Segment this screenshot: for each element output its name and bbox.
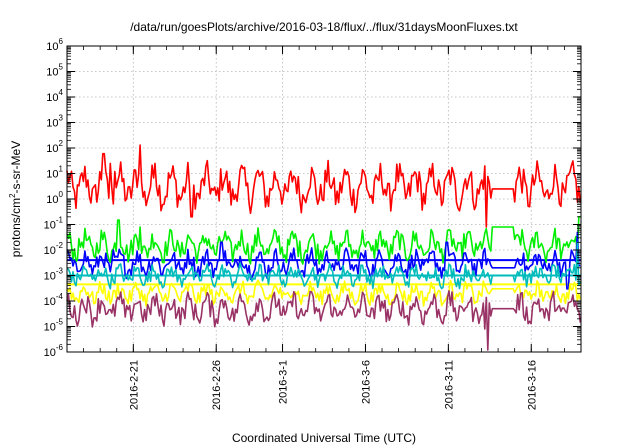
y-tick-label: 104 xyxy=(46,88,63,104)
y-tick-label: 100 xyxy=(46,190,63,206)
y-tick-label: 10-6 xyxy=(44,343,64,359)
y-tick-label: 106 xyxy=(46,37,63,53)
x-tick-label: 2016-3-6 xyxy=(360,360,372,404)
x-tick-label: 2016-3-11 xyxy=(443,360,455,409)
y-tick-label: 10-1 xyxy=(44,216,64,232)
y-axis-label: protons/cm2-s-sr-MeV xyxy=(8,141,23,257)
x-tick-label: 2016-2-26 xyxy=(211,360,223,410)
series-line xyxy=(66,231,581,290)
y-tick-label: 102 xyxy=(46,139,63,155)
series-line xyxy=(66,216,581,265)
series-line xyxy=(66,241,582,290)
y-tick-label: 105 xyxy=(46,63,63,79)
series-line xyxy=(66,279,582,307)
series-line xyxy=(66,144,582,228)
x-tick-label: 2016-2-21 xyxy=(128,360,140,410)
y-tick-label: 10-3 xyxy=(44,267,64,283)
y-tick-label: 10-4 xyxy=(44,292,64,308)
x-tick-label: 2016-3-16 xyxy=(526,360,538,410)
y-axis: 10-6 10-5 10-4 10-3 10-2 10-1 100 101 102 103 104 1… xyxy=(44,37,581,359)
y-tick-label: 10-5 xyxy=(44,318,64,334)
x-axis-label: Coordinated Universal Time (UTC) xyxy=(232,431,416,445)
chart-title: /data/run/goesPlots/archive/2016-03-18/f… xyxy=(130,20,518,34)
x-axis: 2016-2-21 2016-2-26 2016-3-1 2016-3-6 2016-3… xyxy=(66,46,582,410)
y-tick-label: 10-2 xyxy=(44,241,64,257)
y-tick-label: 101 xyxy=(46,165,63,181)
series-group xyxy=(66,144,582,351)
y-tick-label: 103 xyxy=(46,114,63,130)
series-line xyxy=(66,290,582,351)
x-tick-label: 2016-3-1 xyxy=(278,360,290,404)
